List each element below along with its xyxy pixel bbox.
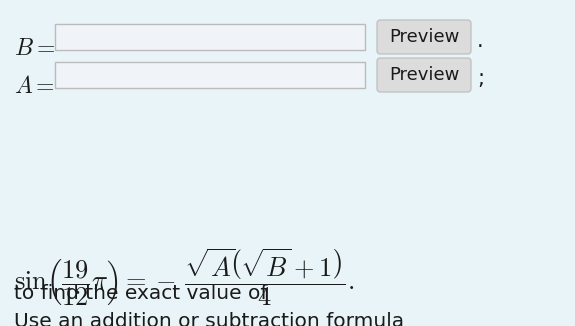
Text: Preview: Preview: [389, 28, 459, 46]
FancyBboxPatch shape: [377, 20, 471, 54]
FancyBboxPatch shape: [55, 62, 365, 88]
Text: $\sin\!\left(\dfrac{19}{12}\pi\right) = -\,\dfrac{\sqrt{A}\!\left(\sqrt{B}+1\rig: $\sin\!\left(\dfrac{19}{12}\pi\right) = …: [14, 246, 354, 308]
Text: $A =$: $A =$: [14, 74, 55, 98]
Text: .: .: [477, 31, 484, 51]
Text: Preview: Preview: [389, 66, 459, 84]
Text: ;: ;: [477, 69, 484, 89]
FancyBboxPatch shape: [377, 58, 471, 92]
Text: $B =$: $B =$: [14, 36, 55, 60]
Text: Use an addition or subtraction formula: Use an addition or subtraction formula: [14, 312, 404, 326]
FancyBboxPatch shape: [55, 24, 365, 50]
Text: to find the exact value of: to find the exact value of: [14, 284, 267, 303]
